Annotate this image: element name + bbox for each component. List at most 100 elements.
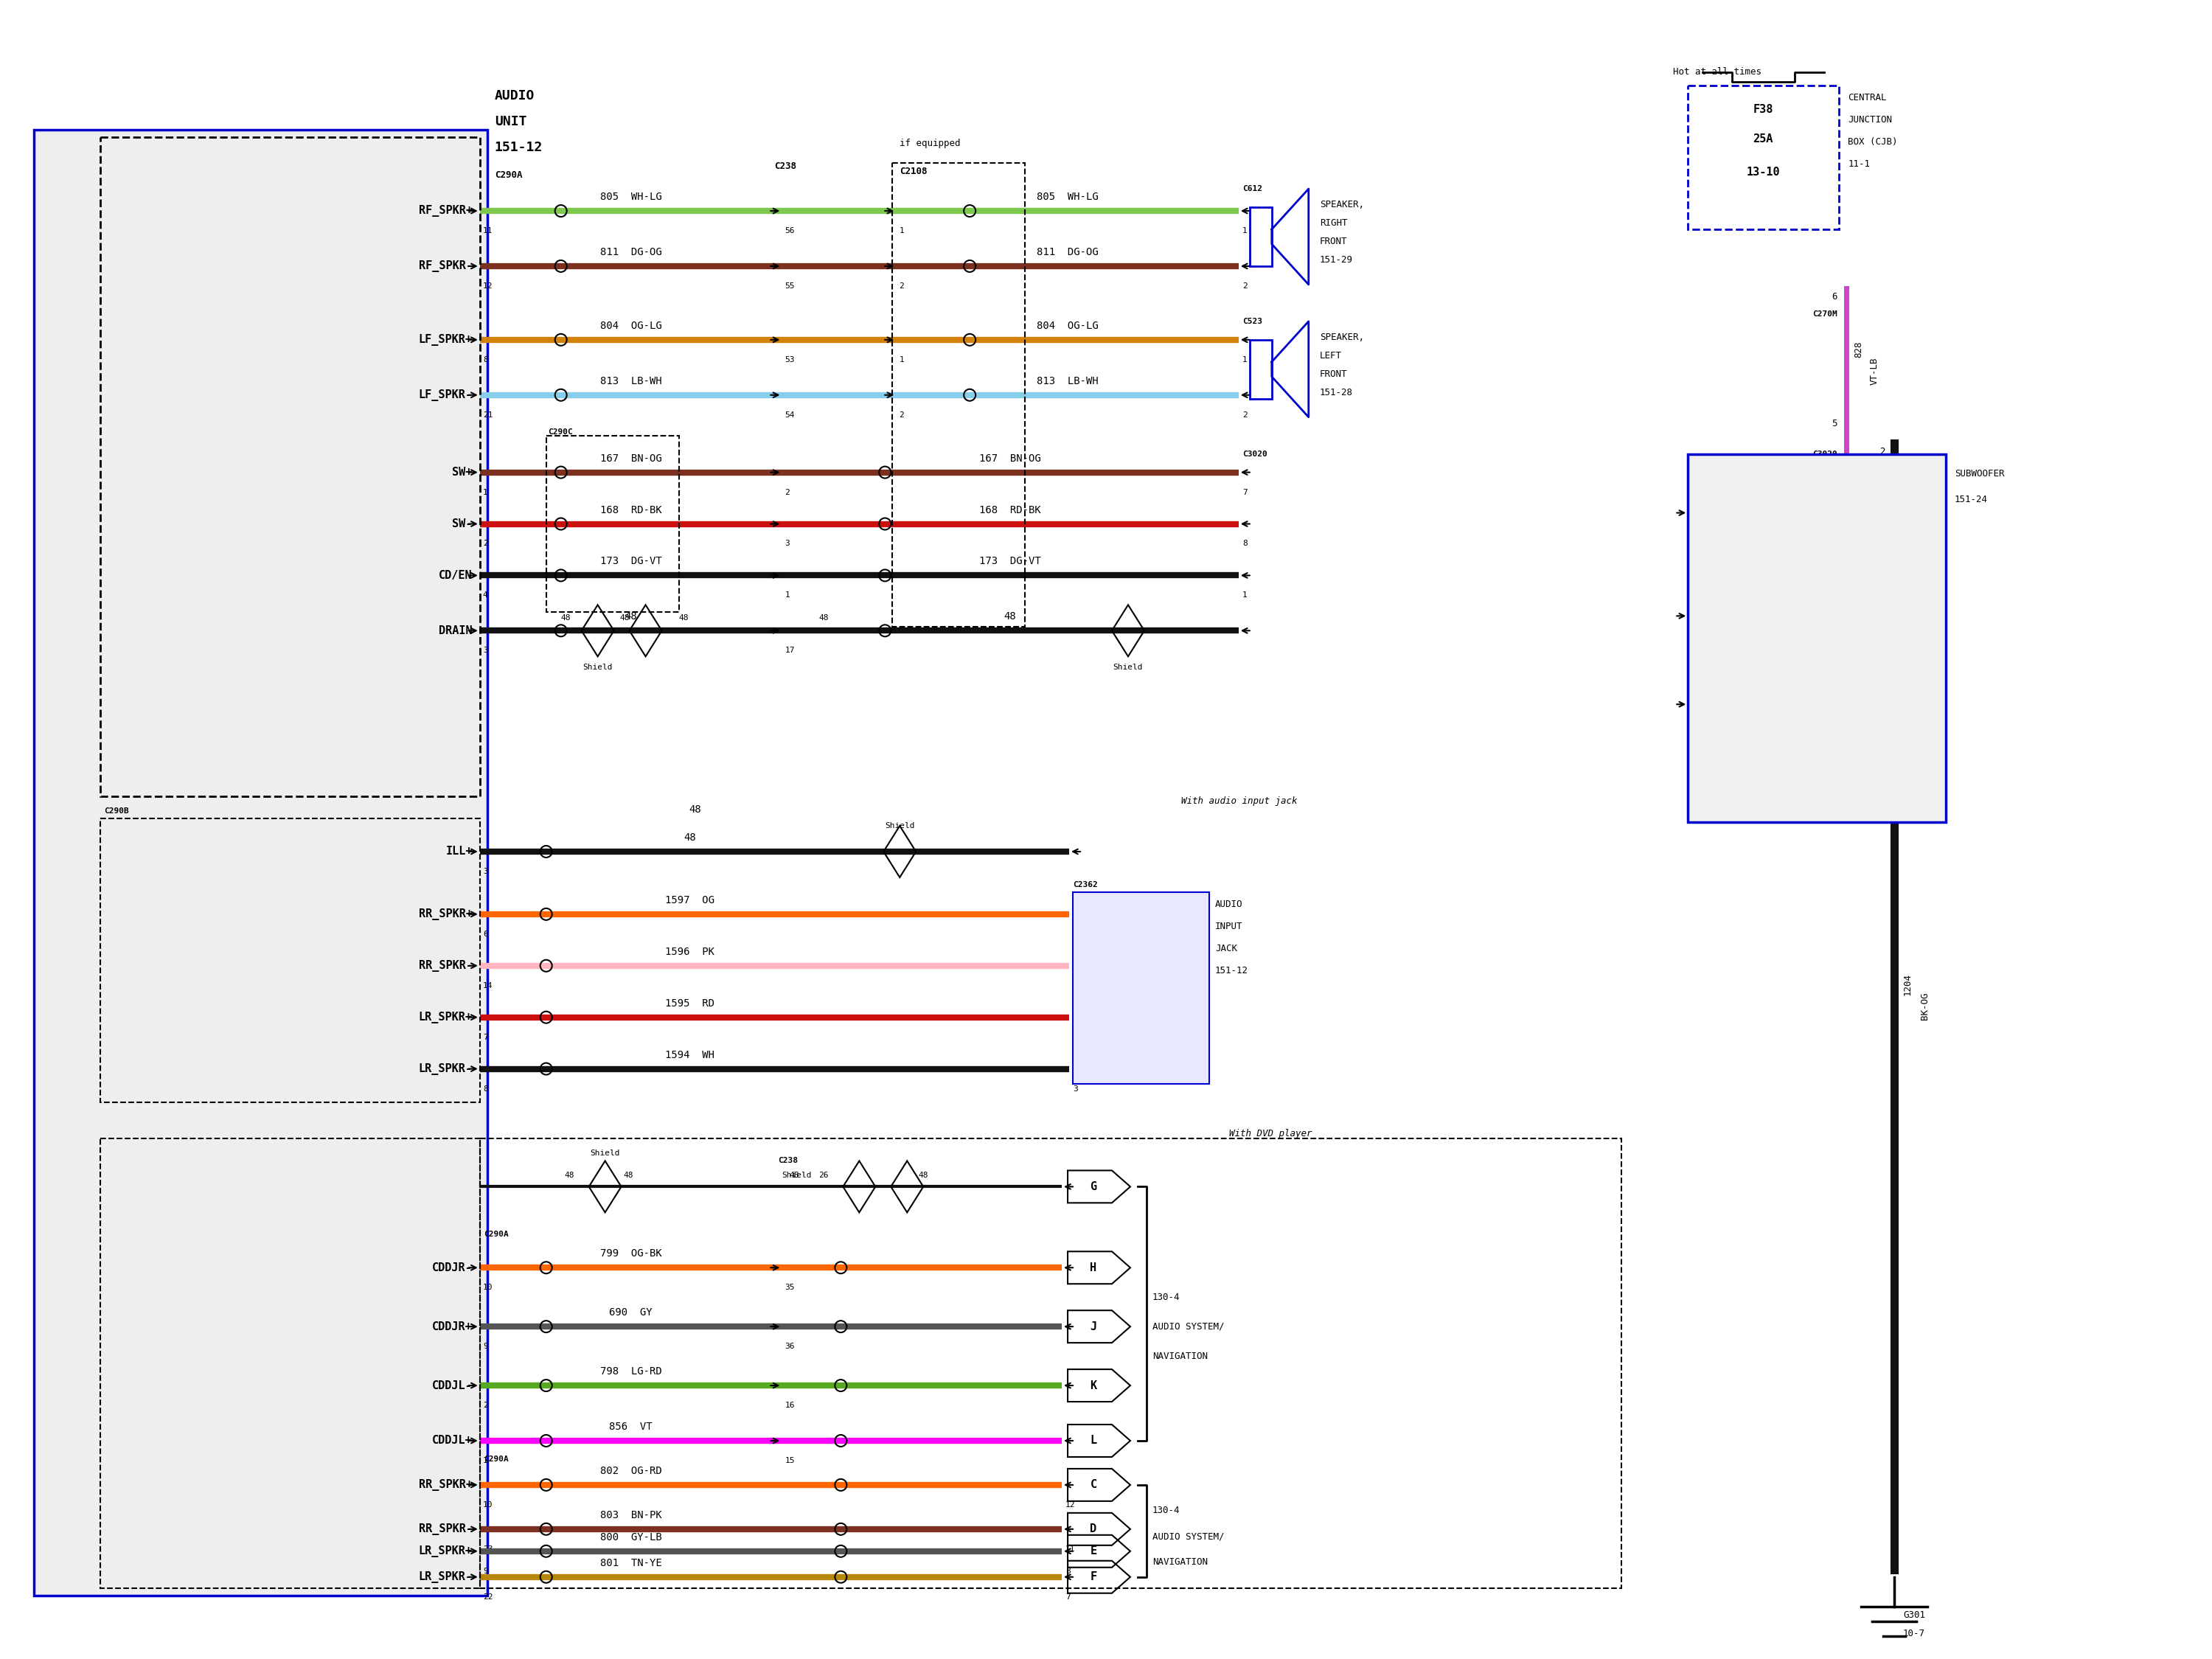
- Text: 3: 3: [482, 647, 489, 654]
- Text: AUDIO SYSTEM/: AUDIO SYSTEM/: [1152, 1322, 1223, 1332]
- Text: 828: 828: [1854, 340, 1863, 357]
- Text: 11: 11: [1066, 1545, 1075, 1553]
- Text: 1: 1: [482, 488, 489, 496]
- Text: BOX (CJB): BOX (CJB): [1847, 138, 1898, 148]
- Text: RIGHT: RIGHT: [1321, 219, 1347, 227]
- Text: LEFT: LEFT: [1321, 350, 1343, 360]
- Text: 801  TN-YE: 801 TN-YE: [599, 1558, 661, 1568]
- Text: 1595  RD: 1595 RD: [666, 999, 714, 1009]
- Text: D: D: [1091, 1523, 1097, 1535]
- Text: F38: F38: [1752, 105, 1774, 114]
- Text: 12: 12: [1066, 1501, 1075, 1508]
- Text: 3: 3: [1073, 1085, 1077, 1092]
- Bar: [480, 1138, 1621, 1588]
- Text: 1596  PK: 1596 PK: [666, 947, 714, 957]
- Text: 8: 8: [1243, 541, 1248, 547]
- Text: H: H: [1091, 1262, 1097, 1272]
- Text: C238: C238: [774, 161, 796, 171]
- Text: 48: 48: [684, 833, 697, 843]
- Text: SW+: SW+: [1697, 498, 1717, 509]
- Text: C290A: C290A: [495, 171, 522, 179]
- Text: C290C: C290C: [549, 428, 573, 436]
- Text: 26: 26: [818, 1171, 830, 1180]
- Text: 35: 35: [785, 1284, 794, 1291]
- Text: SW+: SW+: [451, 466, 473, 478]
- Text: ILL+: ILL+: [445, 846, 473, 858]
- Text: 173  DG-VT: 173 DG-VT: [980, 556, 1042, 567]
- Text: 48: 48: [564, 1171, 575, 1180]
- Text: 151-24: 151-24: [1955, 494, 1989, 504]
- Text: 11: 11: [482, 227, 493, 234]
- Text: C290A: C290A: [484, 1231, 509, 1238]
- Text: 48: 48: [562, 614, 571, 622]
- Text: 805  WH-LG: 805 WH-LG: [599, 192, 661, 202]
- Text: 2: 2: [1243, 411, 1248, 418]
- Text: 802  OG-RD: 802 OG-RD: [599, 1467, 661, 1477]
- Text: Shield: Shield: [1113, 664, 1144, 672]
- Text: 11-1: 11-1: [1847, 159, 1869, 169]
- Text: Shield: Shield: [781, 1171, 812, 1180]
- Text: LR_SPKR+: LR_SPKR+: [418, 1012, 473, 1024]
- Text: L: L: [1091, 1435, 1097, 1447]
- Text: 6: 6: [482, 931, 489, 937]
- Text: C: C: [1091, 1480, 1097, 1490]
- Text: 4: 4: [482, 592, 489, 599]
- Text: VT-LB: VT-LB: [1869, 357, 1880, 385]
- Text: 23: 23: [482, 1545, 493, 1553]
- Text: RR_SPKR-: RR_SPKR-: [418, 1523, 473, 1535]
- Text: LR_SPKR-: LR_SPKR-: [418, 1571, 473, 1583]
- Text: 1: 1: [1073, 931, 1077, 937]
- Text: C523: C523: [1243, 317, 1263, 325]
- Text: C238: C238: [779, 1158, 799, 1165]
- Text: 151-12: 151-12: [1214, 966, 1248, 975]
- Text: 813  LB-WH: 813 LB-WH: [1037, 377, 1097, 387]
- Text: 690  GY: 690 GY: [608, 1307, 653, 1317]
- Text: AUDIO SYSTEM/: AUDIO SYSTEM/: [1152, 1531, 1223, 1541]
- Text: 7: 7: [482, 1034, 489, 1040]
- Text: 56: 56: [785, 227, 794, 234]
- Text: 7: 7: [1243, 488, 1248, 496]
- Bar: [100, 1138, 480, 1588]
- Text: 1: 1: [1243, 592, 1248, 599]
- Text: RR_SPKR-: RR_SPKR-: [1079, 959, 1119, 966]
- Text: C290B: C290B: [104, 808, 128, 815]
- Text: 1594  WH: 1594 WH: [666, 1050, 714, 1060]
- Text: Shield: Shield: [885, 823, 916, 830]
- Text: 811  DG-OG: 811 DG-OG: [599, 247, 661, 257]
- Text: 10: 10: [482, 1284, 493, 1291]
- Text: 804  OG-LG: 804 OG-LG: [599, 320, 661, 330]
- Text: C2362: C2362: [1073, 881, 1097, 889]
- Text: 54: 54: [785, 411, 794, 418]
- Text: C3020: C3020: [1860, 465, 1885, 473]
- Text: LR_SPKR+: LR_SPKR+: [1079, 1002, 1119, 1010]
- Text: Shield: Shield: [591, 1150, 619, 1158]
- Text: LF_SPKR-: LF_SPKR-: [418, 390, 473, 401]
- Text: GND: GND: [1732, 785, 1752, 796]
- Text: 856  VT: 856 VT: [608, 1422, 653, 1432]
- Text: 12: 12: [482, 282, 493, 290]
- Text: C270M: C270M: [1812, 310, 1838, 317]
- Text: 8: 8: [1690, 630, 1697, 639]
- Text: J: J: [1091, 1321, 1097, 1332]
- Text: 36: 36: [785, 1342, 794, 1350]
- Bar: [1688, 455, 1947, 823]
- Text: 21: 21: [482, 411, 493, 418]
- Text: 8: 8: [1066, 1568, 1071, 1574]
- Text: 1597  OG: 1597 OG: [666, 894, 714, 906]
- Text: With DVD player: With DVD player: [1230, 1130, 1312, 1138]
- Text: DRAIN: DRAIN: [438, 625, 473, 635]
- Text: CD/EN: CD/EN: [438, 571, 473, 581]
- Text: CDDJR+: CDDJR+: [431, 1321, 473, 1332]
- Text: 1: 1: [1243, 357, 1248, 363]
- Text: 48: 48: [619, 614, 630, 622]
- Text: NAVIGATION: NAVIGATION: [1152, 1350, 1208, 1360]
- Text: 167  BN-OG: 167 BN-OG: [980, 453, 1042, 463]
- Text: 5: 5: [1832, 418, 1838, 428]
- Text: 3: 3: [482, 868, 489, 876]
- Text: 2: 2: [898, 411, 905, 418]
- Text: AUDIO: AUDIO: [1214, 899, 1243, 909]
- Text: RR_SPKR+: RR_SPKR+: [418, 1480, 473, 1491]
- Text: C290A: C290A: [484, 1455, 509, 1463]
- Bar: [100, 818, 480, 1102]
- Text: 3: 3: [785, 541, 790, 547]
